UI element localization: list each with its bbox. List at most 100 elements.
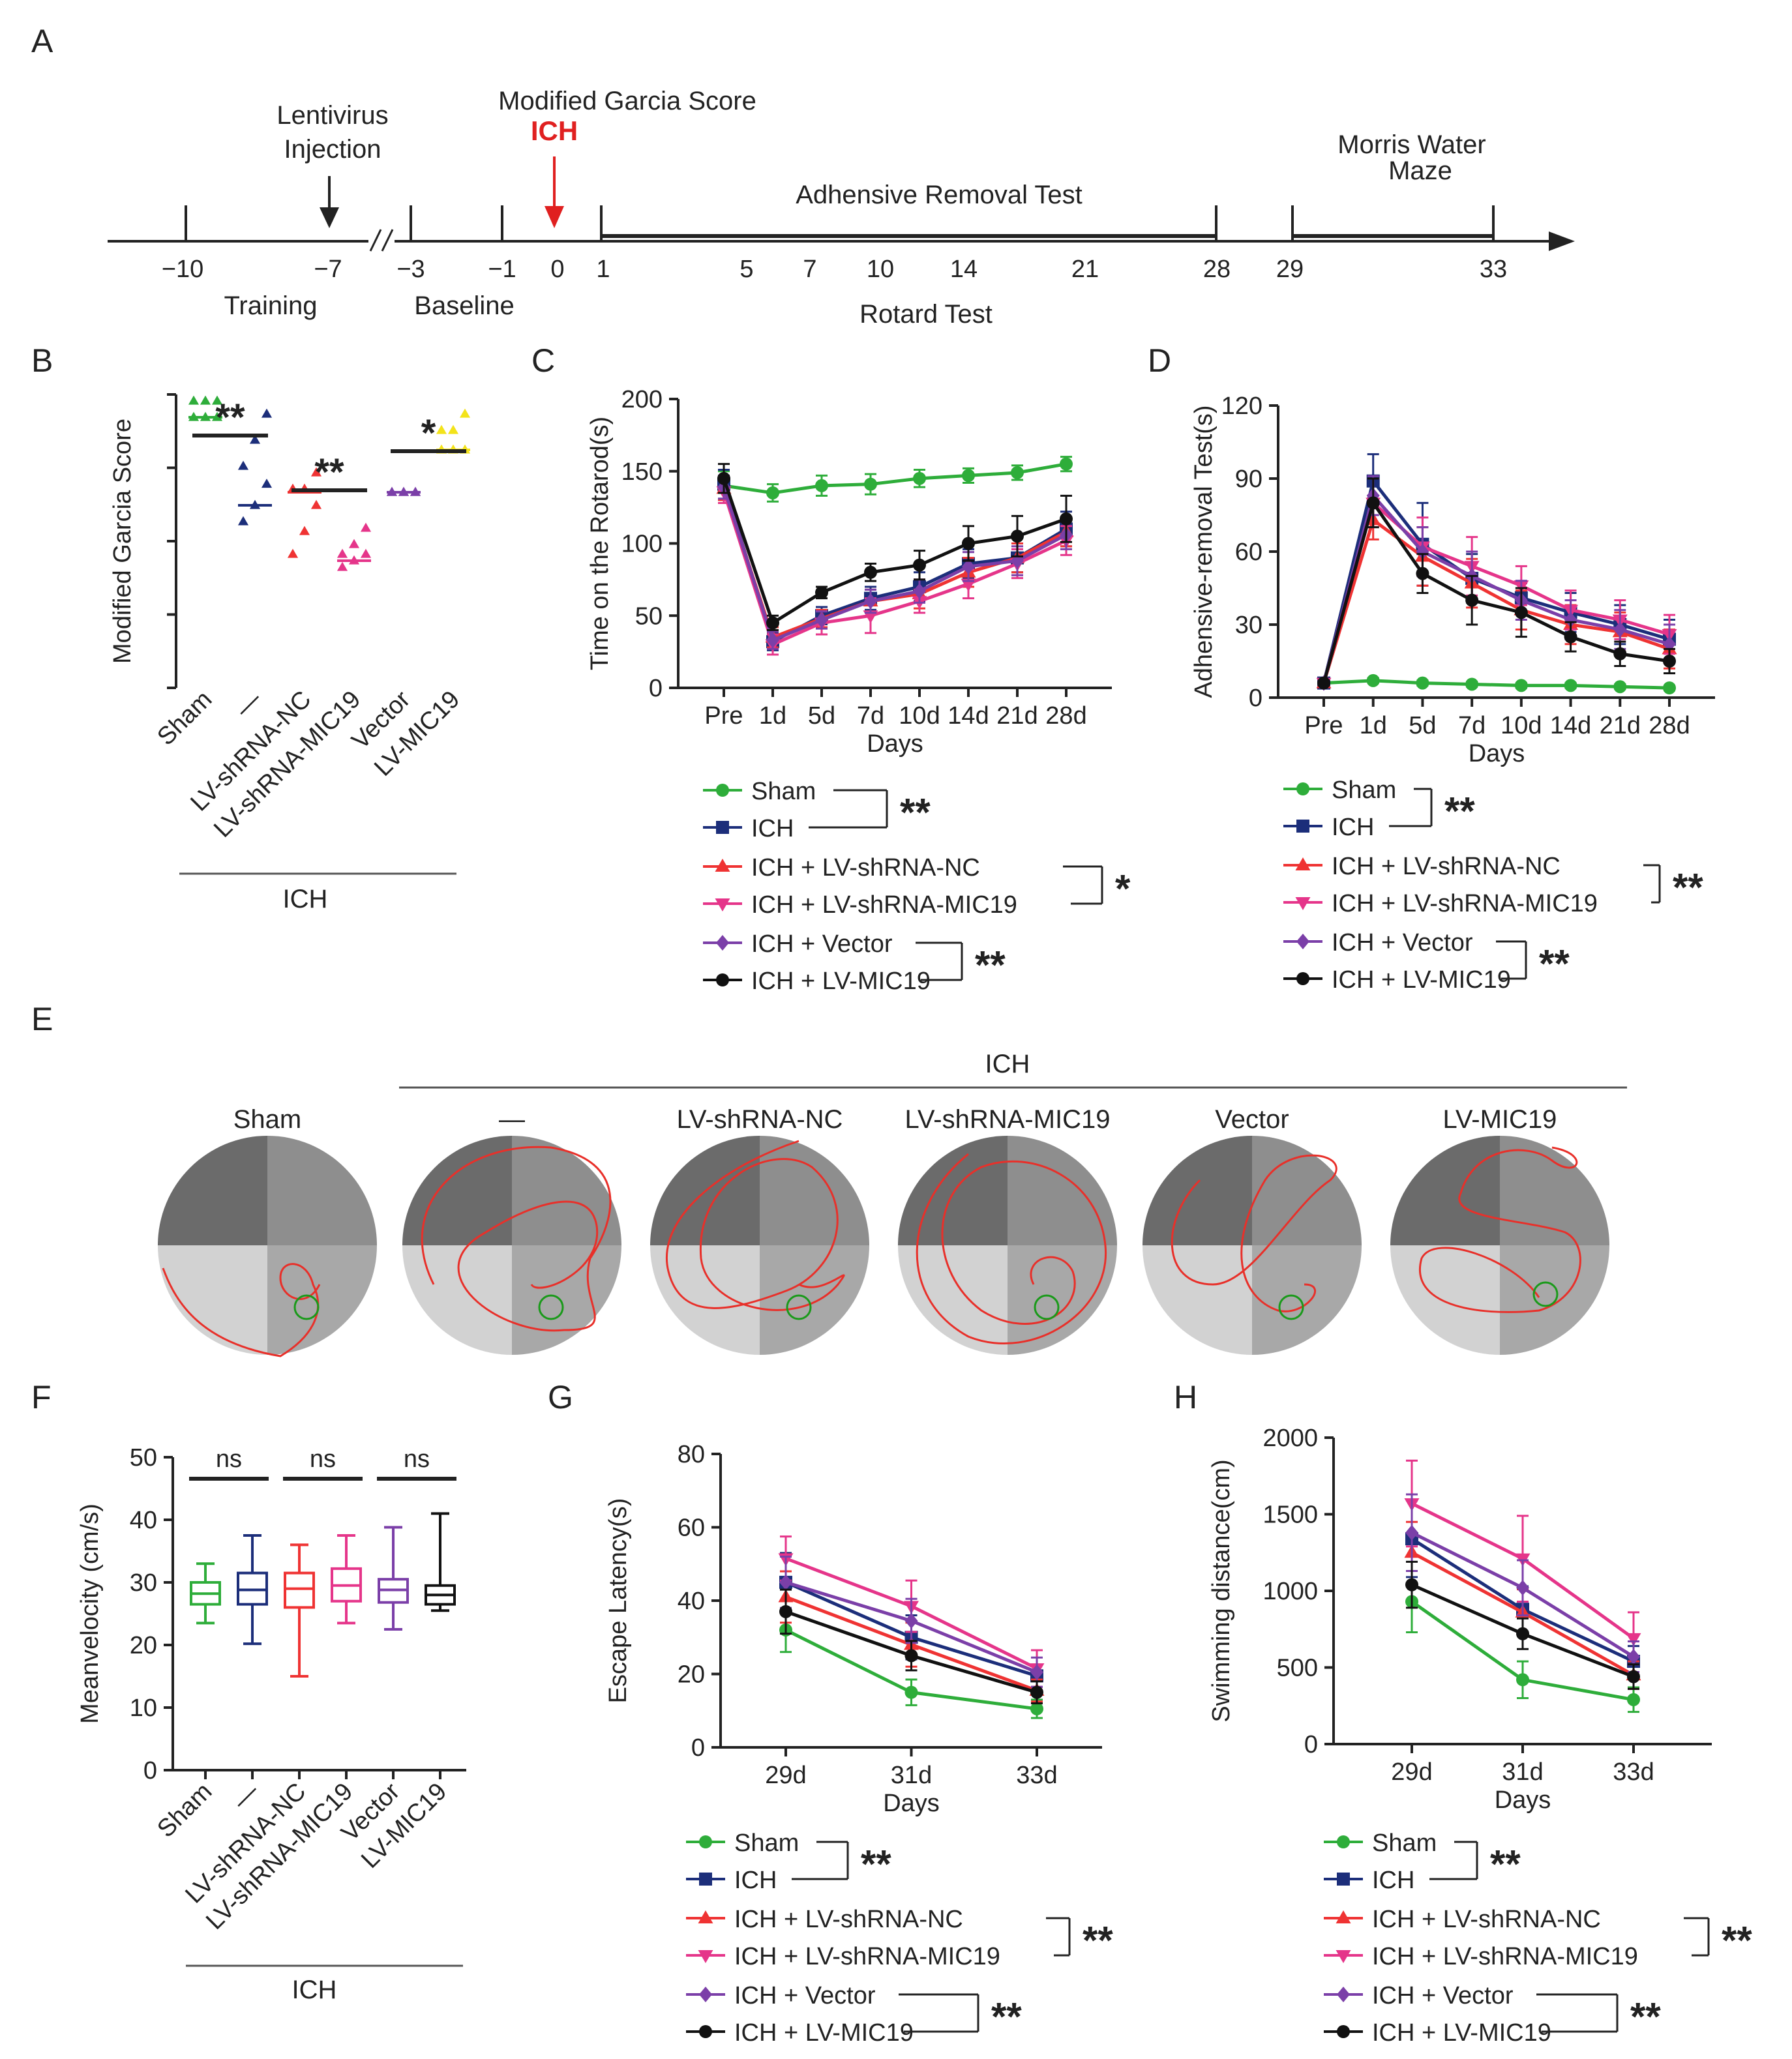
- maze-quadrant: [158, 1245, 267, 1355]
- timeline-day: 29: [1276, 256, 1304, 283]
- y-tick-label: 0: [691, 1734, 705, 1762]
- maze-quadrant: [1390, 1136, 1500, 1245]
- series-line: [1322, 517, 1670, 684]
- legend-label: ICH: [751, 815, 794, 842]
- x-tick-label: Sham: [152, 686, 217, 751]
- maze-group-label: Vector: [1215, 1105, 1289, 1134]
- legend-label: ICH + LV-shRNA-MIC19: [734, 1943, 1000, 1970]
- data-point: [779, 1574, 792, 1590]
- x-axis-title: Days: [867, 730, 923, 758]
- data-point: [261, 408, 273, 418]
- legend-marker: [699, 1987, 712, 2002]
- legend-label: ICH + LV-MIC19: [734, 2019, 914, 2047]
- y-tick-label: 40: [678, 1588, 705, 1615]
- maze-group-label: LV-shRNA-NC: [677, 1105, 843, 1134]
- data-point: [962, 558, 975, 574]
- maze-quadrant: [267, 1136, 377, 1245]
- x-tick-label: 33d: [1016, 1762, 1057, 1789]
- x-tick-label: 10d: [1501, 712, 1542, 739]
- data-point: [1366, 674, 1380, 687]
- x-tick-label: 10d: [899, 702, 940, 730]
- x-axis-title: Days: [1469, 740, 1525, 767]
- legend-significance: **: [900, 791, 931, 835]
- y-tick-label: 20: [130, 1632, 157, 1659]
- legend-significance: **: [1444, 790, 1475, 833]
- data-point: [1060, 457, 1073, 471]
- legend-significance: **: [975, 943, 1006, 987]
- data-point: [1060, 512, 1073, 526]
- data-point: [336, 548, 348, 558]
- data-point: [779, 1605, 792, 1618]
- legend-marker: [1295, 897, 1311, 910]
- legend-label: ICH + LV-MIC19: [751, 968, 931, 995]
- panel-label-d: D: [1148, 342, 1171, 379]
- x-tick-label: 29d: [1391, 1758, 1432, 1786]
- x-tick-label: 28d: [1649, 712, 1690, 739]
- maze-quadrant-target: [512, 1245, 621, 1355]
- timeline-arrowhead: [1549, 231, 1575, 251]
- legend-marker: [699, 1835, 712, 1848]
- data-point: [815, 479, 828, 492]
- data-point: [348, 539, 360, 548]
- timeline-day: 7: [803, 256, 816, 283]
- maze-quadrant: [650, 1245, 760, 1355]
- series-line: [1323, 679, 1670, 690]
- timeline-label-lentivirus: Lentivirus: [276, 101, 388, 130]
- legend-label: ICH + Vector: [1372, 1982, 1514, 2009]
- timeline-label-ich: ICH: [531, 115, 578, 146]
- y-tick-label: 120: [1221, 393, 1262, 420]
- maze-quadrant: [898, 1136, 1008, 1245]
- chart-d-adhesive: 0 30 60 90 120 Pre 1d 5d 7d 10d 14d 21d 28d Days Adhen…: [1190, 393, 1715, 994]
- data-point: [913, 583, 926, 599]
- data-point: [1416, 676, 1429, 690]
- legend-label: ICH + LV-shRNA-MIC19: [1372, 1943, 1638, 1970]
- data-point: [766, 616, 779, 630]
- maze-group-label: LV-shRNA-MIC19: [905, 1105, 1111, 1134]
- legend-label: ICH + LV-shRNA-NC: [734, 1906, 963, 1933]
- y-tick-label: 1500: [1262, 1502, 1318, 1529]
- timeline-break-mark: [381, 229, 394, 252]
- data-point: [1514, 606, 1528, 619]
- data-point: [913, 471, 926, 485]
- data-point: [864, 565, 877, 579]
- panel-label-g: G: [548, 1379, 573, 1415]
- legend-label: Sham: [734, 1829, 799, 1857]
- timeline-label-maze: Maze: [1388, 156, 1452, 185]
- x-tick-label: 14d: [1550, 712, 1591, 739]
- timeline-day: 1: [596, 256, 610, 283]
- x-tick-label: 21d: [1600, 712, 1641, 739]
- swim-track: [421, 1146, 612, 1332]
- maze-quadrant-target: [1252, 1245, 1362, 1355]
- legend-marker: [1337, 1835, 1350, 1848]
- legend-label: ICH + LV-shRNA-NC: [751, 854, 980, 881]
- legend-significance: **: [1083, 1919, 1113, 1963]
- data-point: [336, 561, 348, 571]
- swim-track: [666, 1140, 845, 1311]
- maze-group-label: —: [499, 1105, 525, 1134]
- data-point: [1516, 1627, 1529, 1640]
- platform-circle: [538, 1294, 564, 1320]
- legend-label: ICH + LV-shRNA-NC: [1332, 853, 1561, 880]
- data-point: [1663, 655, 1676, 668]
- data-point: [815, 612, 828, 628]
- x-tick-label: 7d: [857, 702, 884, 730]
- legend-significance: **: [1539, 942, 1570, 986]
- data-point: [1030, 1685, 1043, 1699]
- x-tick-label: 31d: [1502, 1758, 1543, 1786]
- series-line: [1322, 499, 1670, 684]
- x-tick-label: 29d: [765, 1762, 806, 1789]
- y-tick-label: 0: [1249, 685, 1262, 712]
- data-point: [447, 424, 459, 434]
- y-tick-label: 0: [649, 675, 663, 702]
- y-tick-label: 500: [1277, 1655, 1318, 1682]
- box: [284, 1571, 315, 1609]
- data-point: [1663, 681, 1676, 695]
- legend-marker: [699, 1873, 712, 1886]
- maze-quadrant-target: [267, 1245, 377, 1355]
- x-axis-title: Days: [1495, 1786, 1551, 1814]
- maze-quadrant: [402, 1136, 512, 1245]
- y-tick-label: 40: [130, 1507, 157, 1534]
- y-axis-title: Modified Garcia Score: [109, 419, 136, 664]
- data-point: [1613, 647, 1627, 660]
